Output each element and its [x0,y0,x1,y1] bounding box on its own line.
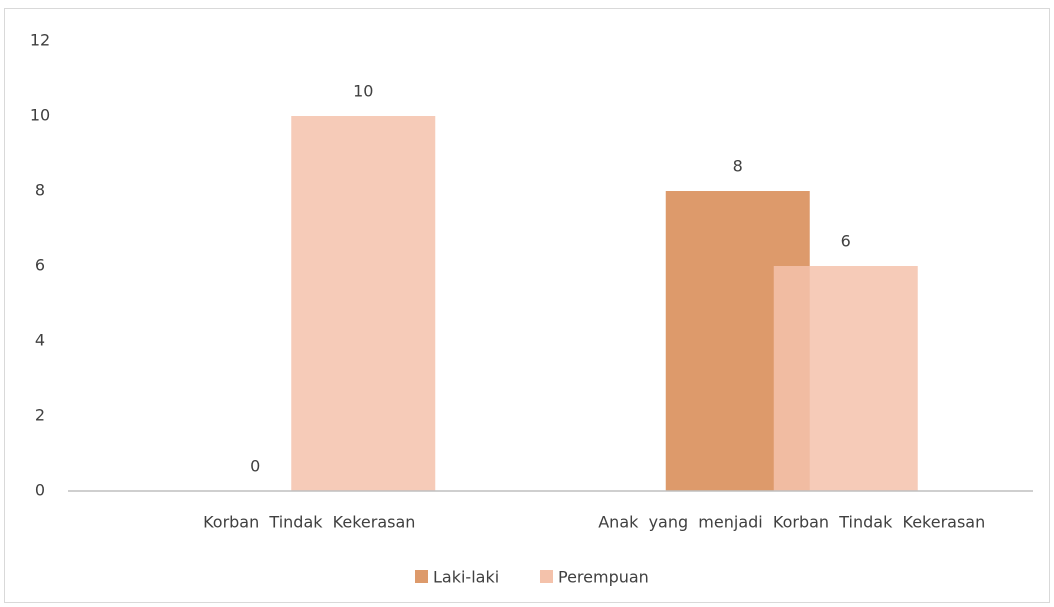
legend-swatch [415,570,428,583]
data-label: 10 [353,82,373,101]
legend-label: Laki-laki [433,568,499,587]
legend-label: Perempuan [558,568,649,587]
y-tick-label: 0 [35,481,45,500]
legend-swatch [540,570,553,583]
data-label: 8 [733,157,743,176]
y-tick-label: 2 [35,406,45,425]
y-tick-label: 6 [35,256,45,275]
x-tick-label: Korban Tindak Kekerasan [203,513,415,532]
y-tick-label: 4 [35,331,45,350]
y-tick-label: 12 [30,31,50,50]
bar [773,266,918,491]
bar [291,116,436,491]
y-tick-label: 8 [35,181,45,200]
x-tick-label: Anak yang menjadi Korban Tindak Kekerasa… [598,513,985,532]
data-label: 0 [250,457,260,476]
y-tick-label: 10 [30,106,50,125]
data-label: 6 [841,232,851,251]
